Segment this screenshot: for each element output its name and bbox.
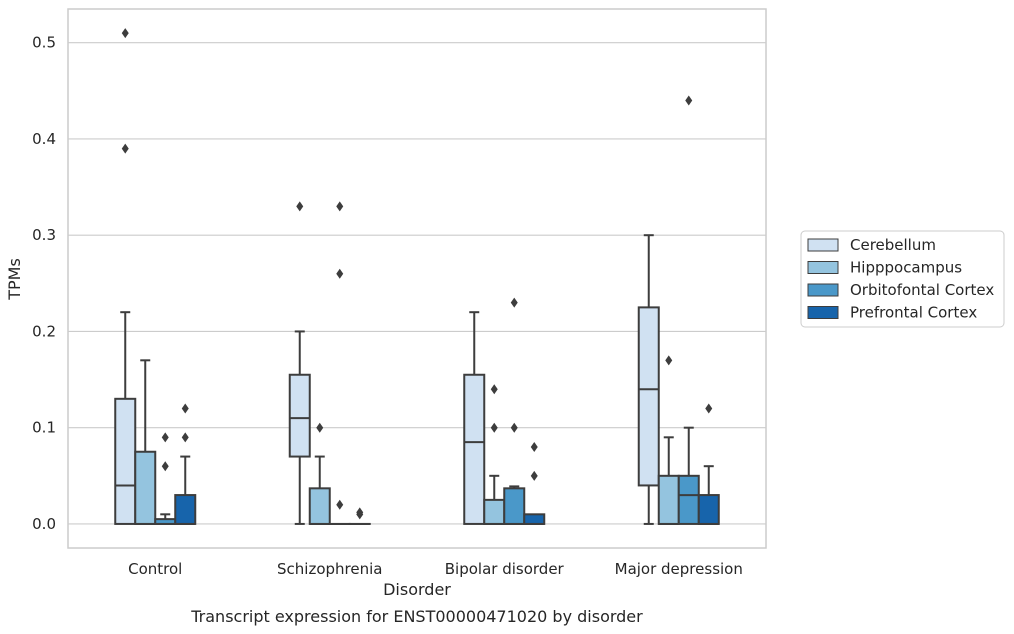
- outlier-point: [490, 384, 498, 395]
- box-hipppocampus-1: [308, 422, 331, 525]
- y-axis-label: TPMs: [5, 258, 24, 301]
- x-axis-label: Disorder: [383, 580, 451, 599]
- outlier-point: [316, 422, 324, 433]
- outlier-point: [161, 461, 169, 472]
- x-tick-label: Control: [128, 560, 182, 578]
- box-cerebellum-2: [463, 311, 486, 525]
- x-tick-label: Major depression: [615, 560, 743, 578]
- x-tick-label: Schizophrenia: [277, 560, 382, 578]
- legend-label: Hipppocampus: [850, 259, 962, 277]
- outlier-point: [161, 432, 169, 443]
- y-tick-label: 0.5: [32, 34, 56, 52]
- box-body: [288, 373, 311, 458]
- y-tick-label: 0.2: [32, 322, 56, 340]
- box-body: [677, 474, 700, 525]
- outlier-point: [296, 201, 304, 212]
- legend: Cerebellum Hipppocampus Orbitofontal Corte…: [800, 230, 1005, 328]
- box-cerebellum-3: [637, 234, 660, 525]
- plot-frame: [67, 8, 767, 549]
- legend-swatch: [807, 238, 839, 252]
- box-prefrontal-cortex-0: [174, 403, 197, 525]
- outlier-point: [336, 499, 344, 510]
- box-body: [697, 494, 720, 525]
- legend-swatch: [807, 306, 839, 319]
- legend-swatch: [807, 283, 839, 297]
- outlier-point: [685, 95, 693, 106]
- box-body: [114, 397, 137, 525]
- box-body: [637, 306, 660, 487]
- outlier-point: [356, 507, 364, 518]
- x-tick-label: Bipolar disorder: [445, 560, 565, 578]
- box-cerebellum-0: [114, 28, 137, 525]
- box-body: [134, 450, 157, 525]
- outlier-point: [121, 143, 129, 154]
- legend-box: [800, 230, 1005, 328]
- outlier-point: [510, 297, 518, 308]
- outlier-point: [705, 403, 713, 414]
- outlier-point: [530, 470, 538, 481]
- box-body: [308, 487, 331, 525]
- y-axis-ticks: 0.0 0.1 0.2 0.3 0.4 0.5: [32, 34, 56, 533]
- y-tick-label: 0.4: [32, 130, 56, 148]
- box-body: [483, 498, 506, 525]
- box-orbitofontal-cortex-1: [328, 201, 351, 525]
- box-hipppocampus-0: [134, 359, 157, 525]
- box-body: [523, 513, 546, 525]
- box-cerebellum-1: [288, 201, 311, 525]
- outlier-point: [181, 403, 189, 414]
- box-body: [657, 474, 680, 525]
- box-hipppocampus-2: [483, 384, 506, 525]
- box-prefrontal-cortex-3: [697, 403, 720, 525]
- outlier-point: [490, 422, 498, 433]
- chart-caption: Transcript expression for ENST0000047102…: [190, 607, 643, 626]
- plot-boxes: [114, 28, 720, 525]
- outlier-point: [336, 268, 344, 279]
- box-orbitofontal-cortex-3: [677, 95, 700, 525]
- x-axis-ticks: Control Schizophrenia Bipolar disorder Majo…: [128, 560, 743, 578]
- legend-label: Cerebellum: [850, 236, 936, 254]
- outlier-point: [510, 422, 518, 433]
- legend-label: Orbitofontal Cortex: [850, 281, 994, 299]
- y-tick-label: 0.0: [32, 515, 56, 533]
- box-body: [174, 494, 197, 525]
- box-prefrontal-cortex-1: [348, 507, 371, 525]
- outlier-point: [121, 28, 129, 39]
- outlier-point: [530, 441, 538, 452]
- y-tick-label: 0.1: [32, 419, 56, 437]
- legend-label: Prefrontal Cortex: [850, 304, 977, 322]
- outlier-point: [665, 355, 673, 366]
- box-orbitofontal-cortex-2: [503, 297, 526, 525]
- grid-lines: [68, 42, 766, 525]
- outlier-point: [336, 201, 344, 212]
- box-body: [503, 487, 526, 525]
- box-body: [463, 373, 486, 525]
- legend-swatch: [807, 261, 839, 274]
- box-orbitofontal-cortex-0: [154, 432, 177, 525]
- box-prefrontal-cortex-2: [523, 441, 546, 525]
- outlier-point: [181, 432, 189, 443]
- y-tick-label: 0.3: [32, 226, 56, 244]
- box-hipppocampus-3: [657, 355, 680, 525]
